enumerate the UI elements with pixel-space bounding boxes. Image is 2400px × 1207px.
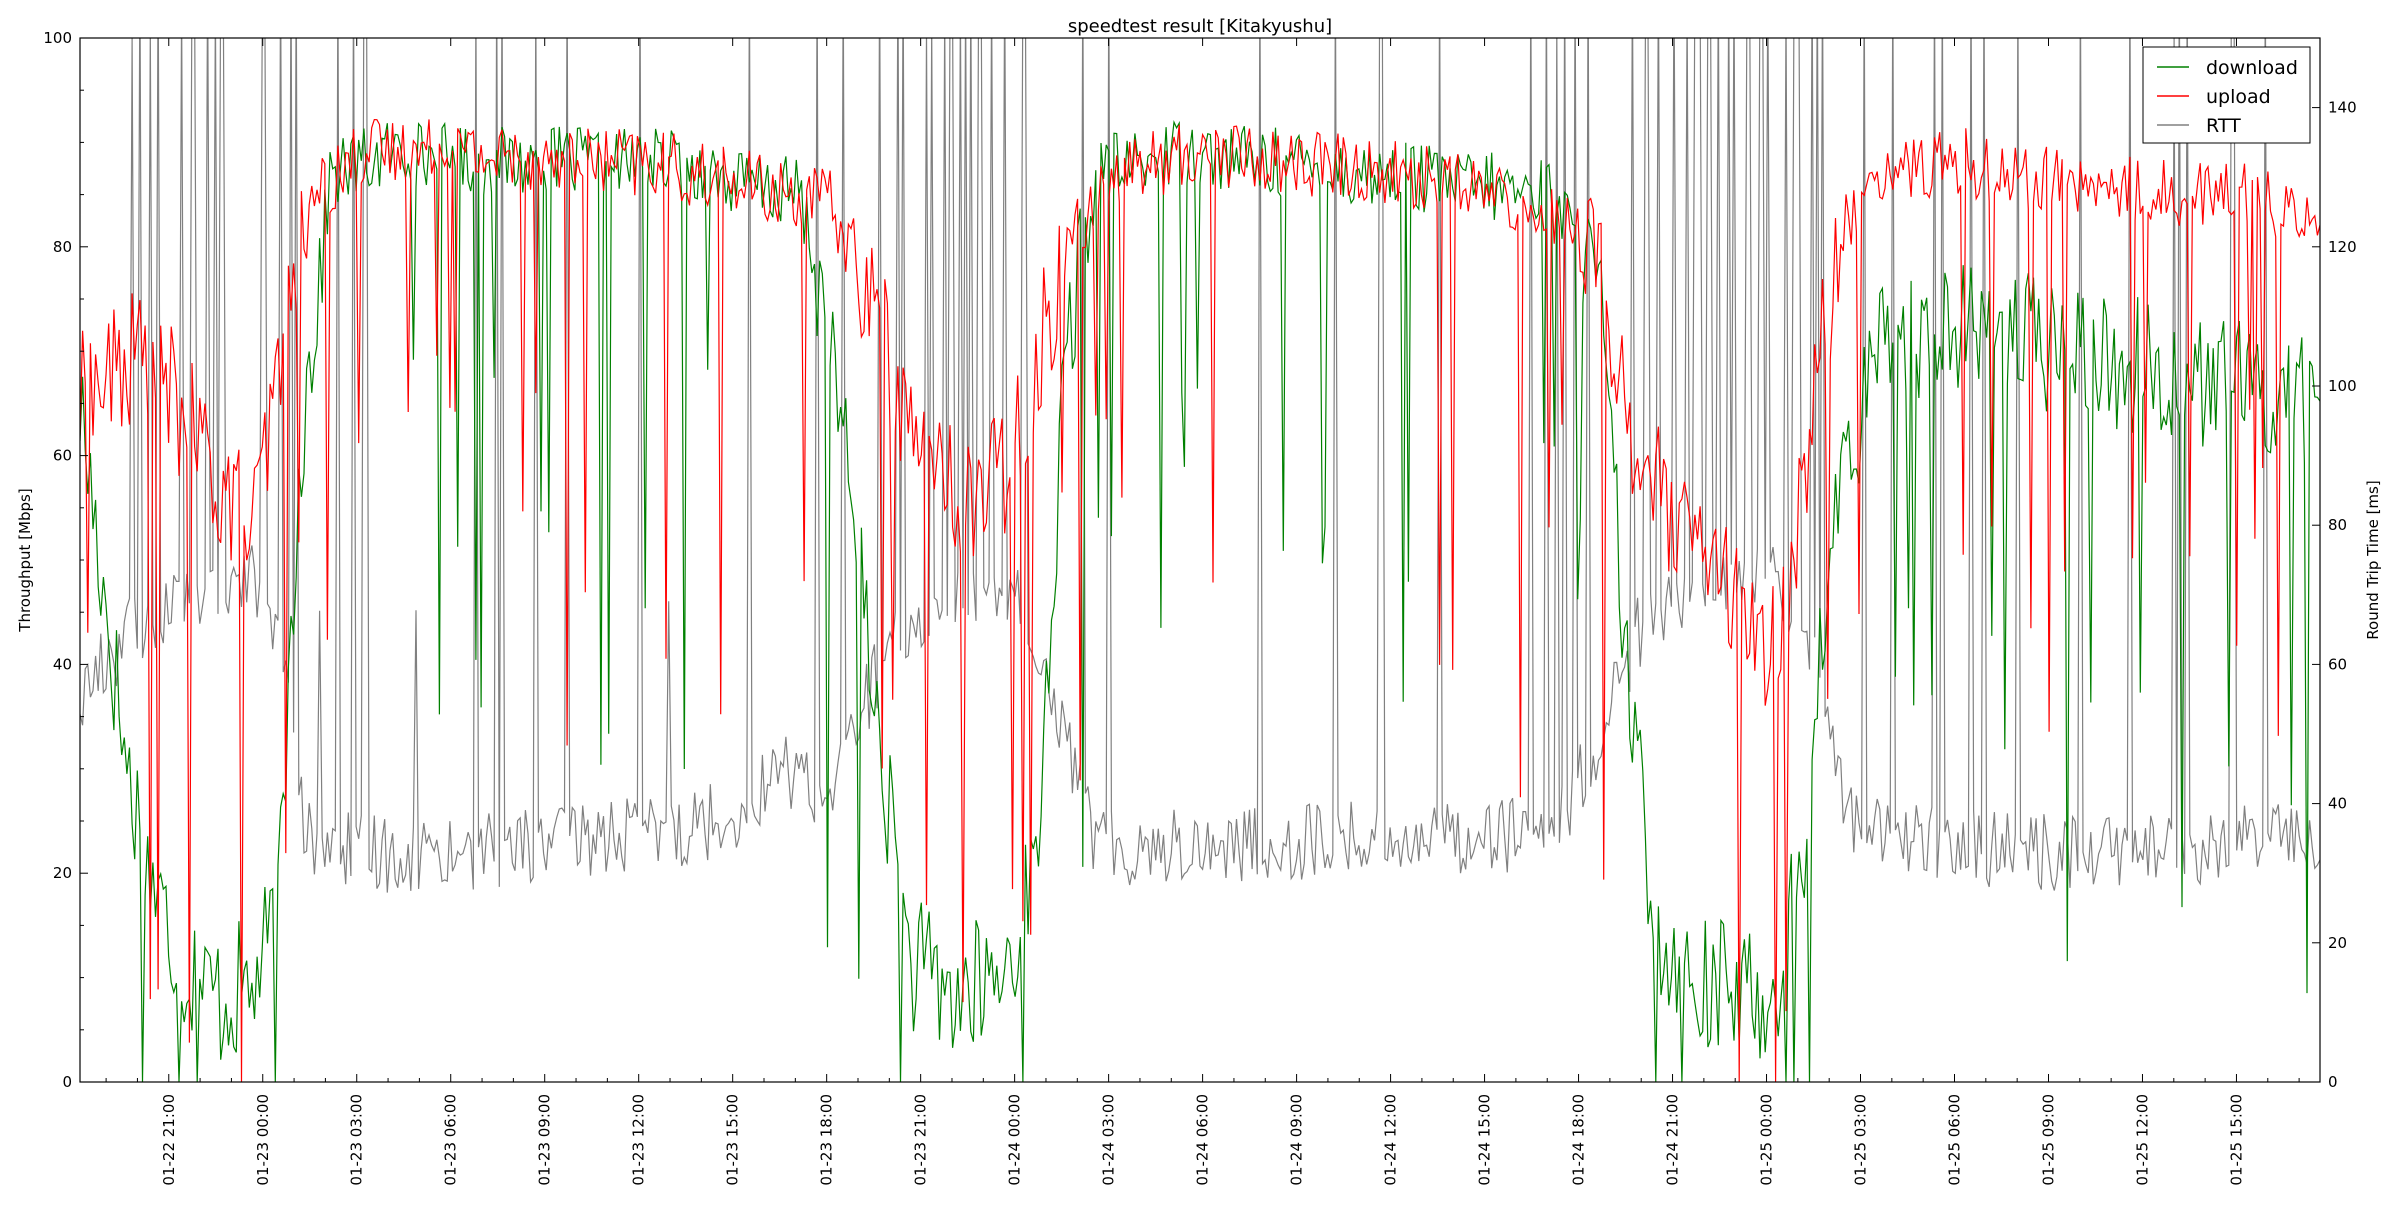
x-tick-label: 01-25 00:00	[1758, 1094, 1776, 1186]
legend-label-upload: upload	[2206, 86, 2271, 108]
legend: download upload RTT	[2142, 46, 2311, 144]
x-tick-label: 01-25 03:00	[1852, 1094, 1870, 1186]
x-axis: 01-22 21:00 01-23 00:00 01-23 03:00 01-23 0…	[105, 38, 2300, 1186]
x-tick-label: 01-24 06:00	[1194, 1094, 1212, 1186]
legend-label-download: download	[2206, 57, 2298, 79]
x-tick-label: 01-24 15:00	[1476, 1094, 1494, 1186]
x-tick-label: 01-25 12:00	[2133, 1094, 2151, 1186]
right-y-tick-label: 0	[2328, 1073, 2338, 1091]
plot-lines	[80, 38, 2320, 1082]
right-y-axis: 0 20 40 60 80 100 120 140	[2312, 99, 2357, 1091]
left-y-tick-label: 80	[53, 238, 72, 256]
x-tick-label: 01-23 00:00	[254, 1094, 272, 1186]
series-line-download	[80, 119, 2320, 1082]
right-y-axis-label: Round Trip Time [ms]	[2364, 480, 2382, 639]
left-y-tick-label: 20	[53, 864, 72, 882]
x-tick-label: 01-25 06:00	[1945, 1094, 1963, 1186]
right-y-tick-label: 140	[2328, 99, 2357, 117]
left-y-axis: 0 20 40 60 80 100	[43, 29, 88, 1091]
x-tick-label: 01-24 18:00	[1570, 1094, 1588, 1186]
x-tick-label: 01-25 09:00	[2039, 1094, 2057, 1186]
left-y-tick-label: 100	[43, 29, 72, 47]
right-y-tick-label: 60	[2328, 655, 2347, 673]
right-y-tick-label: 120	[2328, 238, 2357, 256]
series-line-RTT	[80, 38, 2320, 893]
x-tick-label: 01-24 21:00	[1664, 1094, 1682, 1186]
right-y-tick-label: 100	[2328, 377, 2357, 395]
x-tick-label: 01-23 18:00	[818, 1094, 836, 1186]
x-tick-label: 01-23 09:00	[536, 1094, 554, 1186]
legend-box	[2142, 46, 2311, 144]
x-tick-label: 01-23 06:00	[442, 1094, 460, 1186]
right-y-tick-label: 40	[2328, 795, 2347, 813]
left-y-tick-label: 40	[53, 655, 72, 673]
x-tick-label: 01-23 21:00	[912, 1094, 930, 1186]
x-tick-label: 01-22 21:00	[160, 1094, 178, 1186]
right-y-tick-label: 20	[2328, 934, 2347, 952]
right-y-tick-label: 80	[2328, 516, 2347, 534]
x-tick-label: 01-24 03:00	[1100, 1094, 1118, 1186]
x-tick-label: 01-24 09:00	[1288, 1094, 1306, 1186]
legend-label-RTT: RTT	[2206, 115, 2241, 137]
left-y-tick-label: 0	[62, 1073, 72, 1091]
x-tick-label: 01-23 12:00	[630, 1094, 648, 1186]
x-tick-label: 01-23 15:00	[724, 1094, 742, 1186]
x-tick-label: 01-24 12:00	[1382, 1094, 1400, 1186]
chart-title: speedtest result [Kitakyushu]	[1068, 16, 1332, 37]
left-y-tick-label: 60	[53, 447, 72, 465]
left-y-axis-label: Throughput [Mbps]	[16, 488, 34, 632]
x-tick-label: 01-23 03:00	[348, 1094, 366, 1186]
x-tick-label: 01-25 15:00	[2227, 1094, 2245, 1186]
x-tick-label: 01-24 00:00	[1006, 1094, 1024, 1186]
series-line-upload	[80, 118, 2320, 1082]
